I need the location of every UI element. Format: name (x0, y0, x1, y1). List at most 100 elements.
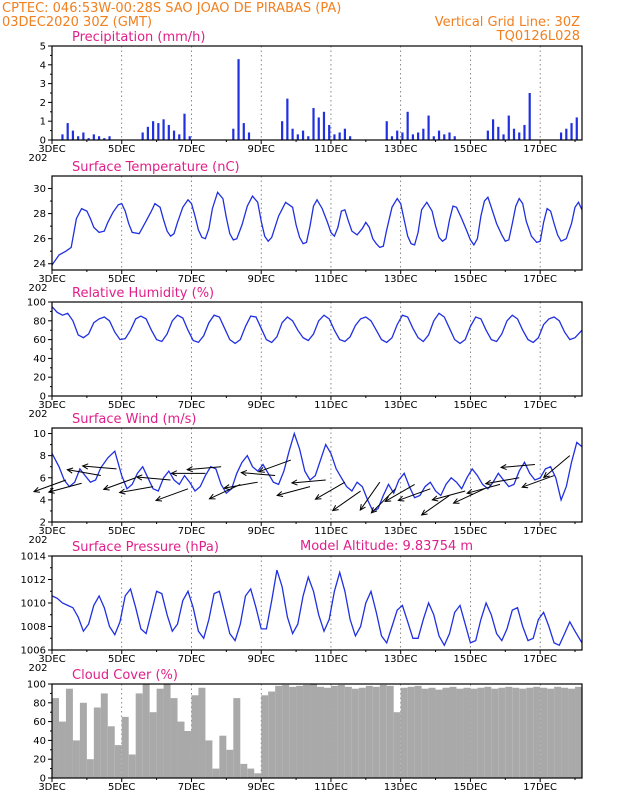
y-tick-label: 80 (33, 316, 46, 327)
precip-bar (328, 124, 331, 140)
precip-bar (448, 132, 451, 140)
cloud-bar (163, 684, 171, 778)
x-tick-label: 11DEC (314, 782, 348, 793)
x-tick-label: 5DEC (108, 526, 135, 537)
cloud-bar (268, 691, 276, 778)
precip-bar (396, 130, 399, 140)
header-model-id: TQ0126L028 (496, 29, 580, 44)
x-tick-label: 13DEC (384, 274, 418, 285)
x-tick-label: 11DEC (314, 654, 348, 665)
wind-vector (186, 466, 222, 473)
x-tick-label: 13DEC (384, 782, 418, 793)
x-tick-label: 9DEC (248, 654, 275, 665)
cloud-bar (233, 698, 241, 778)
x-tick-label: 9DEC (248, 274, 275, 285)
cloud-bar (484, 686, 492, 778)
cloud-bar (65, 688, 73, 778)
cloud-bar (512, 687, 520, 778)
cloud-bar (93, 707, 101, 778)
temp-line (51, 190, 583, 266)
x-tick-label: 7DEC (178, 144, 205, 155)
cloud-bar (317, 686, 324, 778)
wind-vector (359, 481, 381, 511)
x-tick-label: 13DEC (384, 654, 418, 665)
wind-vector (452, 488, 485, 504)
y-tick-label: 1 (40, 117, 46, 128)
x-tick-label: 5DEC (108, 782, 135, 793)
x-tick-label: 11DEC (314, 400, 348, 411)
cloud-bar (421, 688, 429, 778)
y-tick-label: 1008 (21, 622, 46, 633)
cloud-bar (219, 735, 227, 778)
precip-bar (281, 121, 284, 140)
precip-bar (82, 132, 85, 140)
year-label-cut: 202 (28, 283, 47, 294)
precip-bar (486, 130, 489, 140)
cloud-bar (547, 688, 555, 778)
precip-bar (61, 134, 64, 140)
cloud-bar (86, 759, 94, 778)
precip-bar (502, 134, 505, 140)
wind-vector (384, 483, 415, 502)
wind-vector (276, 486, 311, 498)
cloud-bar (505, 686, 513, 778)
precip-bar (66, 123, 69, 140)
cloud-bar (289, 686, 297, 778)
precip-bar (77, 136, 80, 140)
cloud-bar (344, 686, 352, 778)
wind-vector (397, 488, 431, 502)
x-tick-label: 5DEC (108, 400, 135, 411)
cloud-bar (540, 687, 548, 778)
precip-bar (559, 132, 563, 140)
precip-bar (343, 128, 346, 140)
precip-bar (497, 126, 500, 140)
precip-bar (247, 132, 251, 140)
y-tick-label: 80 (33, 698, 46, 709)
header-grid-line: Vertical Grid Line: 30Z (435, 15, 580, 30)
precip-bar (291, 128, 294, 140)
precip-bar (87, 138, 90, 140)
wind-vector (223, 481, 258, 491)
cloud-bar (254, 773, 262, 778)
cloud-bar (135, 693, 143, 778)
x-tick-label: 3DEC (38, 144, 65, 155)
cloud-bar (107, 726, 115, 778)
cloud-bar (212, 768, 220, 778)
panel-frame (51, 427, 583, 523)
header-location: CPTEC: 046:53W-00:28S SAO JOAO DE PIRABA… (2, 1, 341, 16)
y-tick-label: 3 (40, 79, 46, 90)
precip-bar (406, 111, 409, 140)
wind-vector (118, 486, 154, 495)
cloud-bar (351, 688, 359, 778)
panel-precip: 0 1 2 3 4 5 3DEC 5DEC 7DEC 9DEC 11DEC 13DEC 15DEC 17D… (28, 30, 583, 164)
y-tick-label: 60 (33, 717, 46, 728)
cloud-bar (296, 685, 304, 778)
cloud-bar (149, 712, 157, 778)
rh-line (51, 306, 583, 345)
x-tick-label: 13DEC (384, 526, 418, 537)
precip-bar (71, 130, 75, 140)
x-tick-label: 17DEC (523, 654, 557, 665)
wind-vector (420, 495, 450, 516)
x-tick-label: 7DEC (178, 400, 205, 411)
y-tick-label: 5 (40, 42, 46, 53)
wind-vector (542, 455, 571, 479)
cloud-bar (428, 687, 436, 778)
x-tick-label: 9DEC (248, 782, 275, 793)
x-tick-label: 7DEC (178, 526, 205, 537)
precip-bar (307, 136, 310, 140)
cloud-bar (177, 721, 185, 778)
y-tick-label: 1006 (21, 646, 46, 657)
y-tick-label: 20 (33, 755, 46, 766)
precip-bar (237, 59, 240, 140)
x-tick-label: 17DEC (523, 526, 557, 537)
pres-line (51, 569, 583, 647)
precip-bar (491, 119, 495, 140)
precip-bar (312, 108, 315, 140)
y-tick-label: 0 (40, 392, 46, 403)
precip-bar (427, 115, 430, 140)
precip-bar (322, 111, 326, 140)
wind-vector (290, 479, 326, 486)
wind-vector (431, 490, 466, 502)
cloud-bar (142, 684, 150, 778)
